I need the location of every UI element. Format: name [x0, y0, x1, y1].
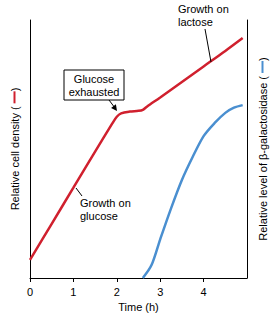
- svg-text:glucose: glucose: [80, 210, 118, 222]
- svg-text:2: 2: [114, 286, 120, 298]
- svg-text:Glucose: Glucose: [74, 73, 114, 85]
- svg-text:Growth on: Growth on: [178, 3, 229, 15]
- svg-text:0: 0: [27, 286, 33, 298]
- svg-text:Time (h): Time (h): [118, 301, 159, 313]
- svg-text:Relative cell density (: Relative cell density (: [9, 103, 21, 210]
- svg-text:): ): [9, 88, 21, 92]
- svg-text:Relative level of β-galactosid: Relative level of β-galactosidase (: [257, 73, 269, 241]
- svg-text:exhausted: exhausted: [69, 86, 120, 98]
- svg-text:3: 3: [157, 286, 163, 298]
- svg-text:lactose: lactose: [178, 16, 213, 28]
- svg-text:): ): [257, 57, 269, 61]
- svg-text:4: 4: [201, 286, 207, 298]
- svg-text:Growth on: Growth on: [80, 197, 131, 209]
- svg-text:1: 1: [70, 286, 76, 298]
